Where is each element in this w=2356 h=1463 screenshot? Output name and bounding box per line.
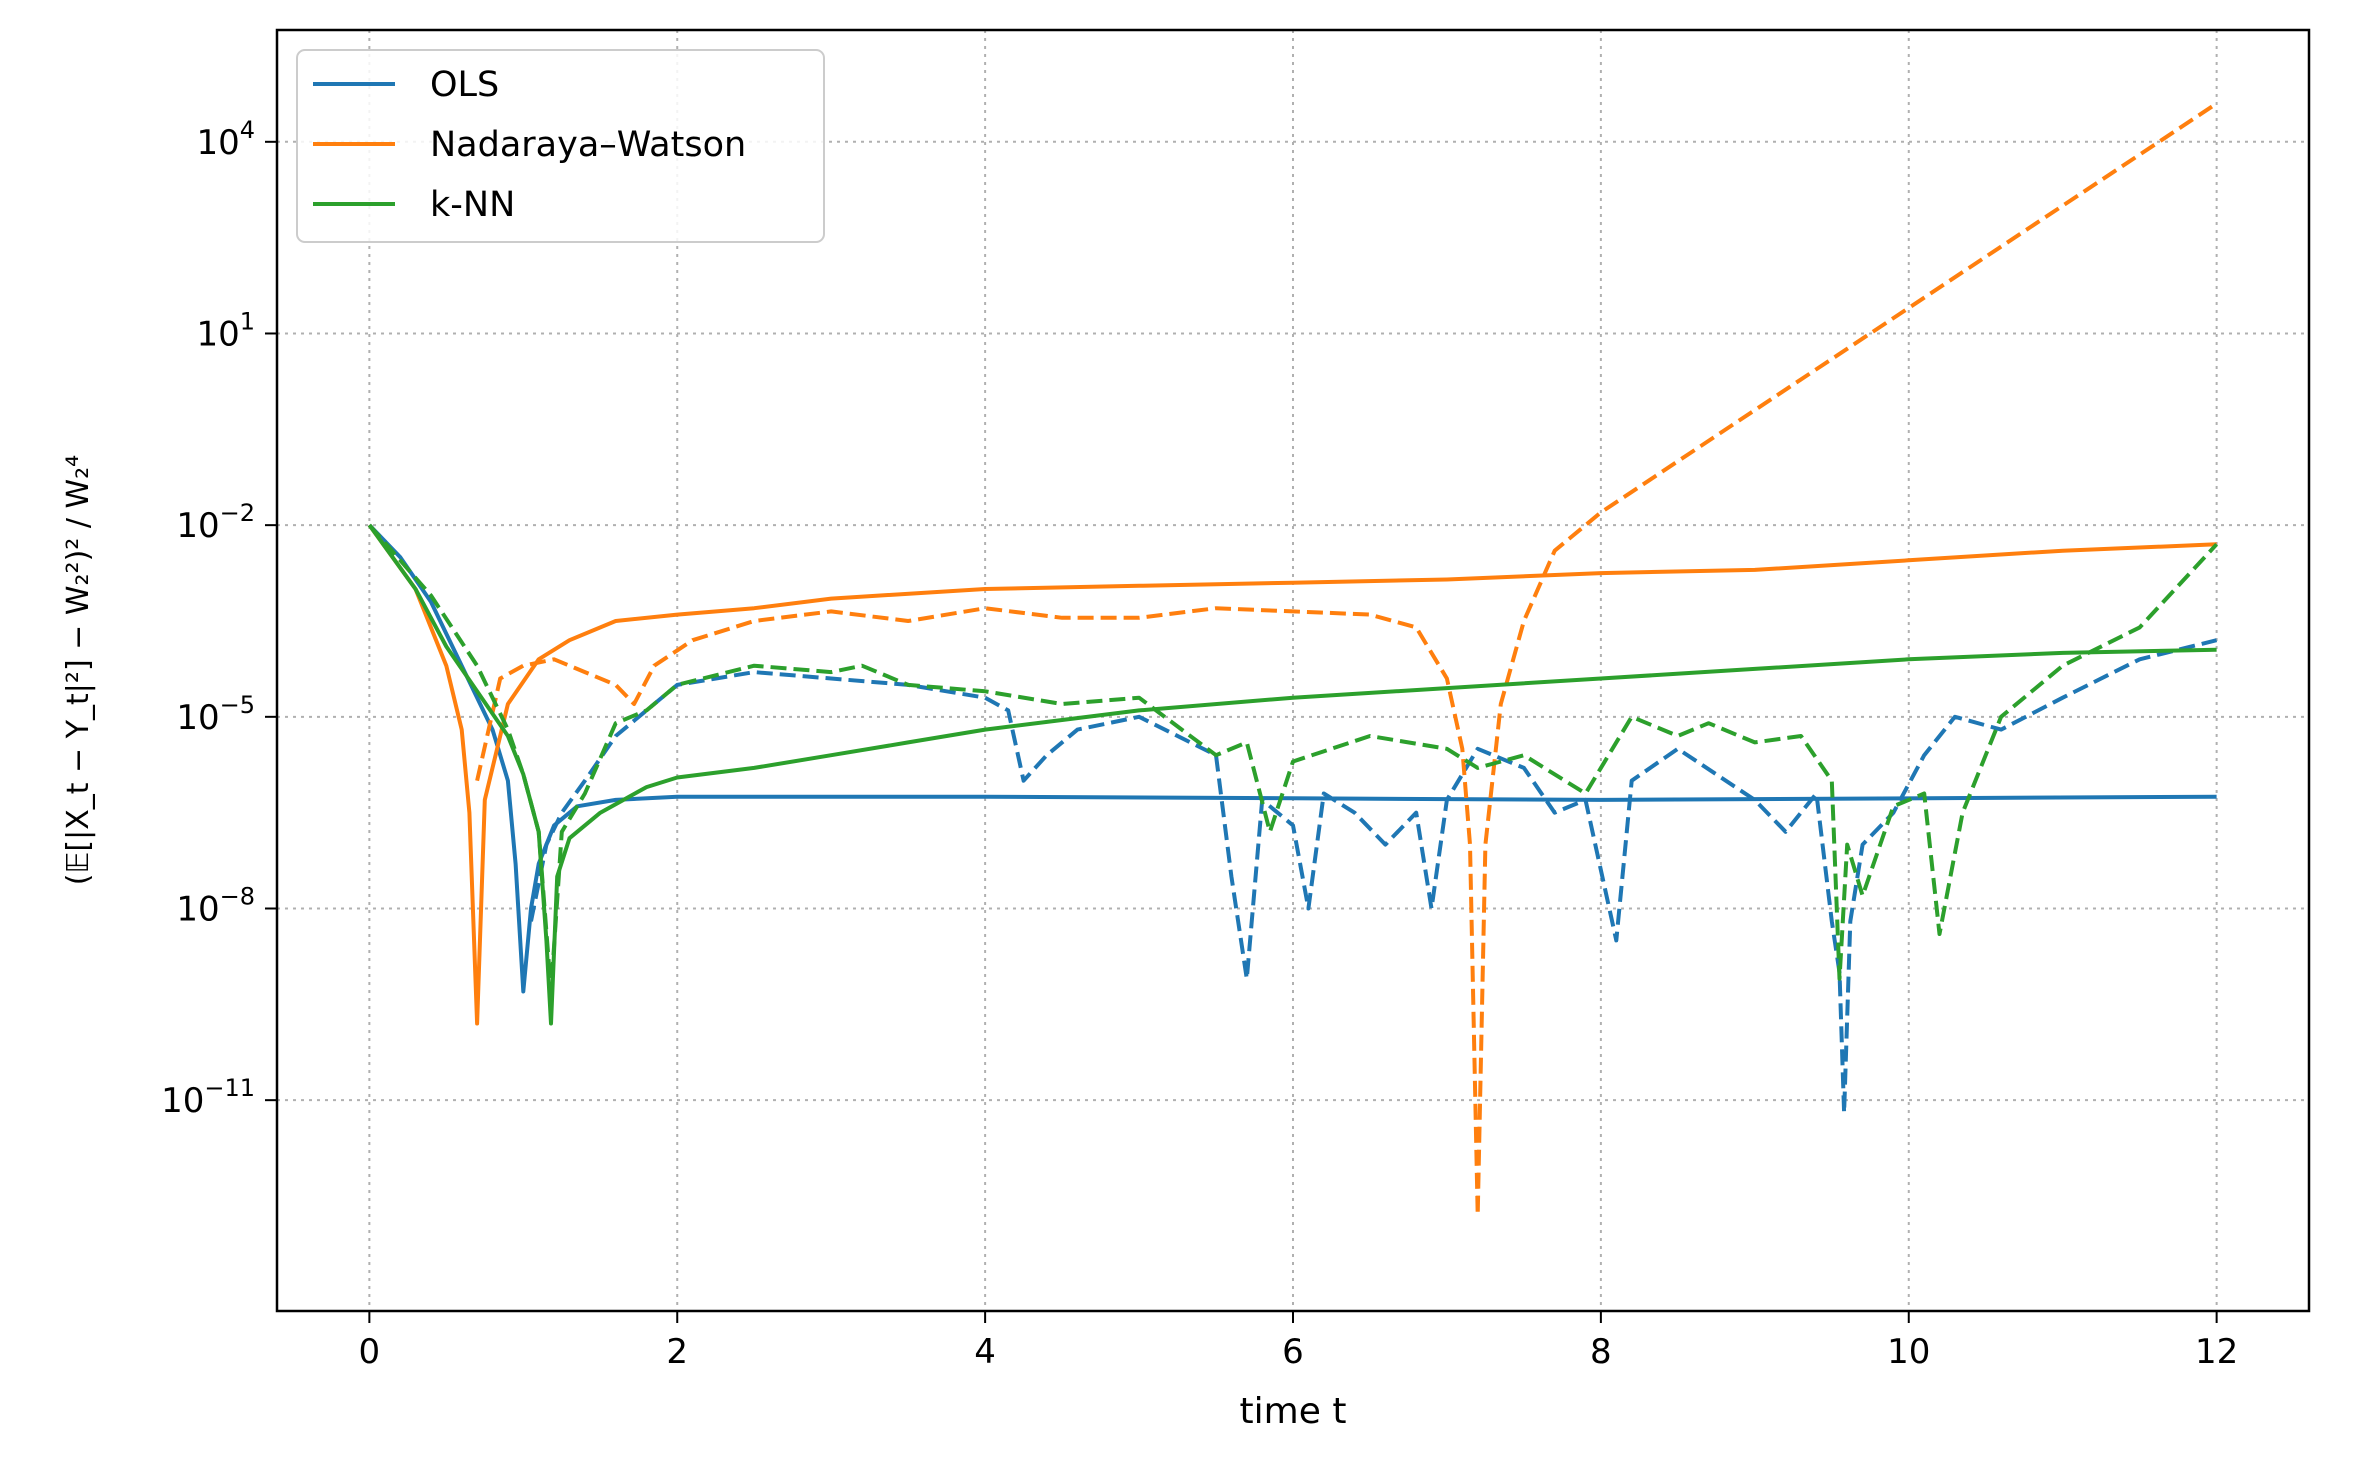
axis-ticks: 0 2 4 6 8 10 12 10−11 10−8 10−5 10−2 101 104 — [161, 116, 2238, 1372]
series-lines — [367, 101, 2219, 1218]
y-tick-label: 101 — [196, 307, 255, 354]
y-tick-label: 104 — [196, 116, 255, 163]
legend: OLS Nadaraya–Watson k-NN — [296, 49, 825, 243]
legend-label-knn: k-NN — [430, 185, 515, 225]
series-line-ols-solid — [367, 523, 2217, 994]
series-line-nadaraya-watson-solid — [367, 523, 2217, 1026]
x-tick-label: 10 — [1887, 1332, 1930, 1372]
x-tick-label: 0 — [359, 1332, 381, 1372]
x-tick-label: 2 — [666, 1332, 688, 1372]
x-tick-label: 4 — [974, 1332, 996, 1372]
x-tick-label: 12 — [2195, 1332, 2238, 1372]
y-axis-label-text: (𝔼[|X_t − Y_t|²] − W₂²)² / W₂⁴ — [61, 455, 96, 885]
y-tick-label: 10−11 — [161, 1074, 255, 1121]
y-tick-label: 10−8 — [176, 882, 255, 929]
x-axis-label-text: time t — [1240, 1391, 1347, 1432]
y-tick-label: 10−5 — [176, 691, 255, 738]
x-axis-label: time t — [1240, 1391, 1347, 1432]
series-line-ols-dashed — [529, 638, 2218, 1115]
x-tick-label: 8 — [1590, 1332, 1612, 1372]
series-line-nadaraya-watson-dashed — [475, 101, 2218, 1218]
y-tick-label: 10−2 — [176, 499, 255, 546]
y-axis-label: (𝔼[|X_t − Y_t|²] − W₂²)² / W₂⁴ — [61, 455, 96, 885]
legend-box — [296, 49, 825, 243]
legend-label-nadaraya-watson: Nadaraya–Watson — [430, 125, 746, 165]
series-line-k-nn-dashed — [367, 523, 2219, 994]
legend-label-ols: OLS — [430, 65, 499, 105]
x-tick-label: 6 — [1282, 1332, 1304, 1372]
